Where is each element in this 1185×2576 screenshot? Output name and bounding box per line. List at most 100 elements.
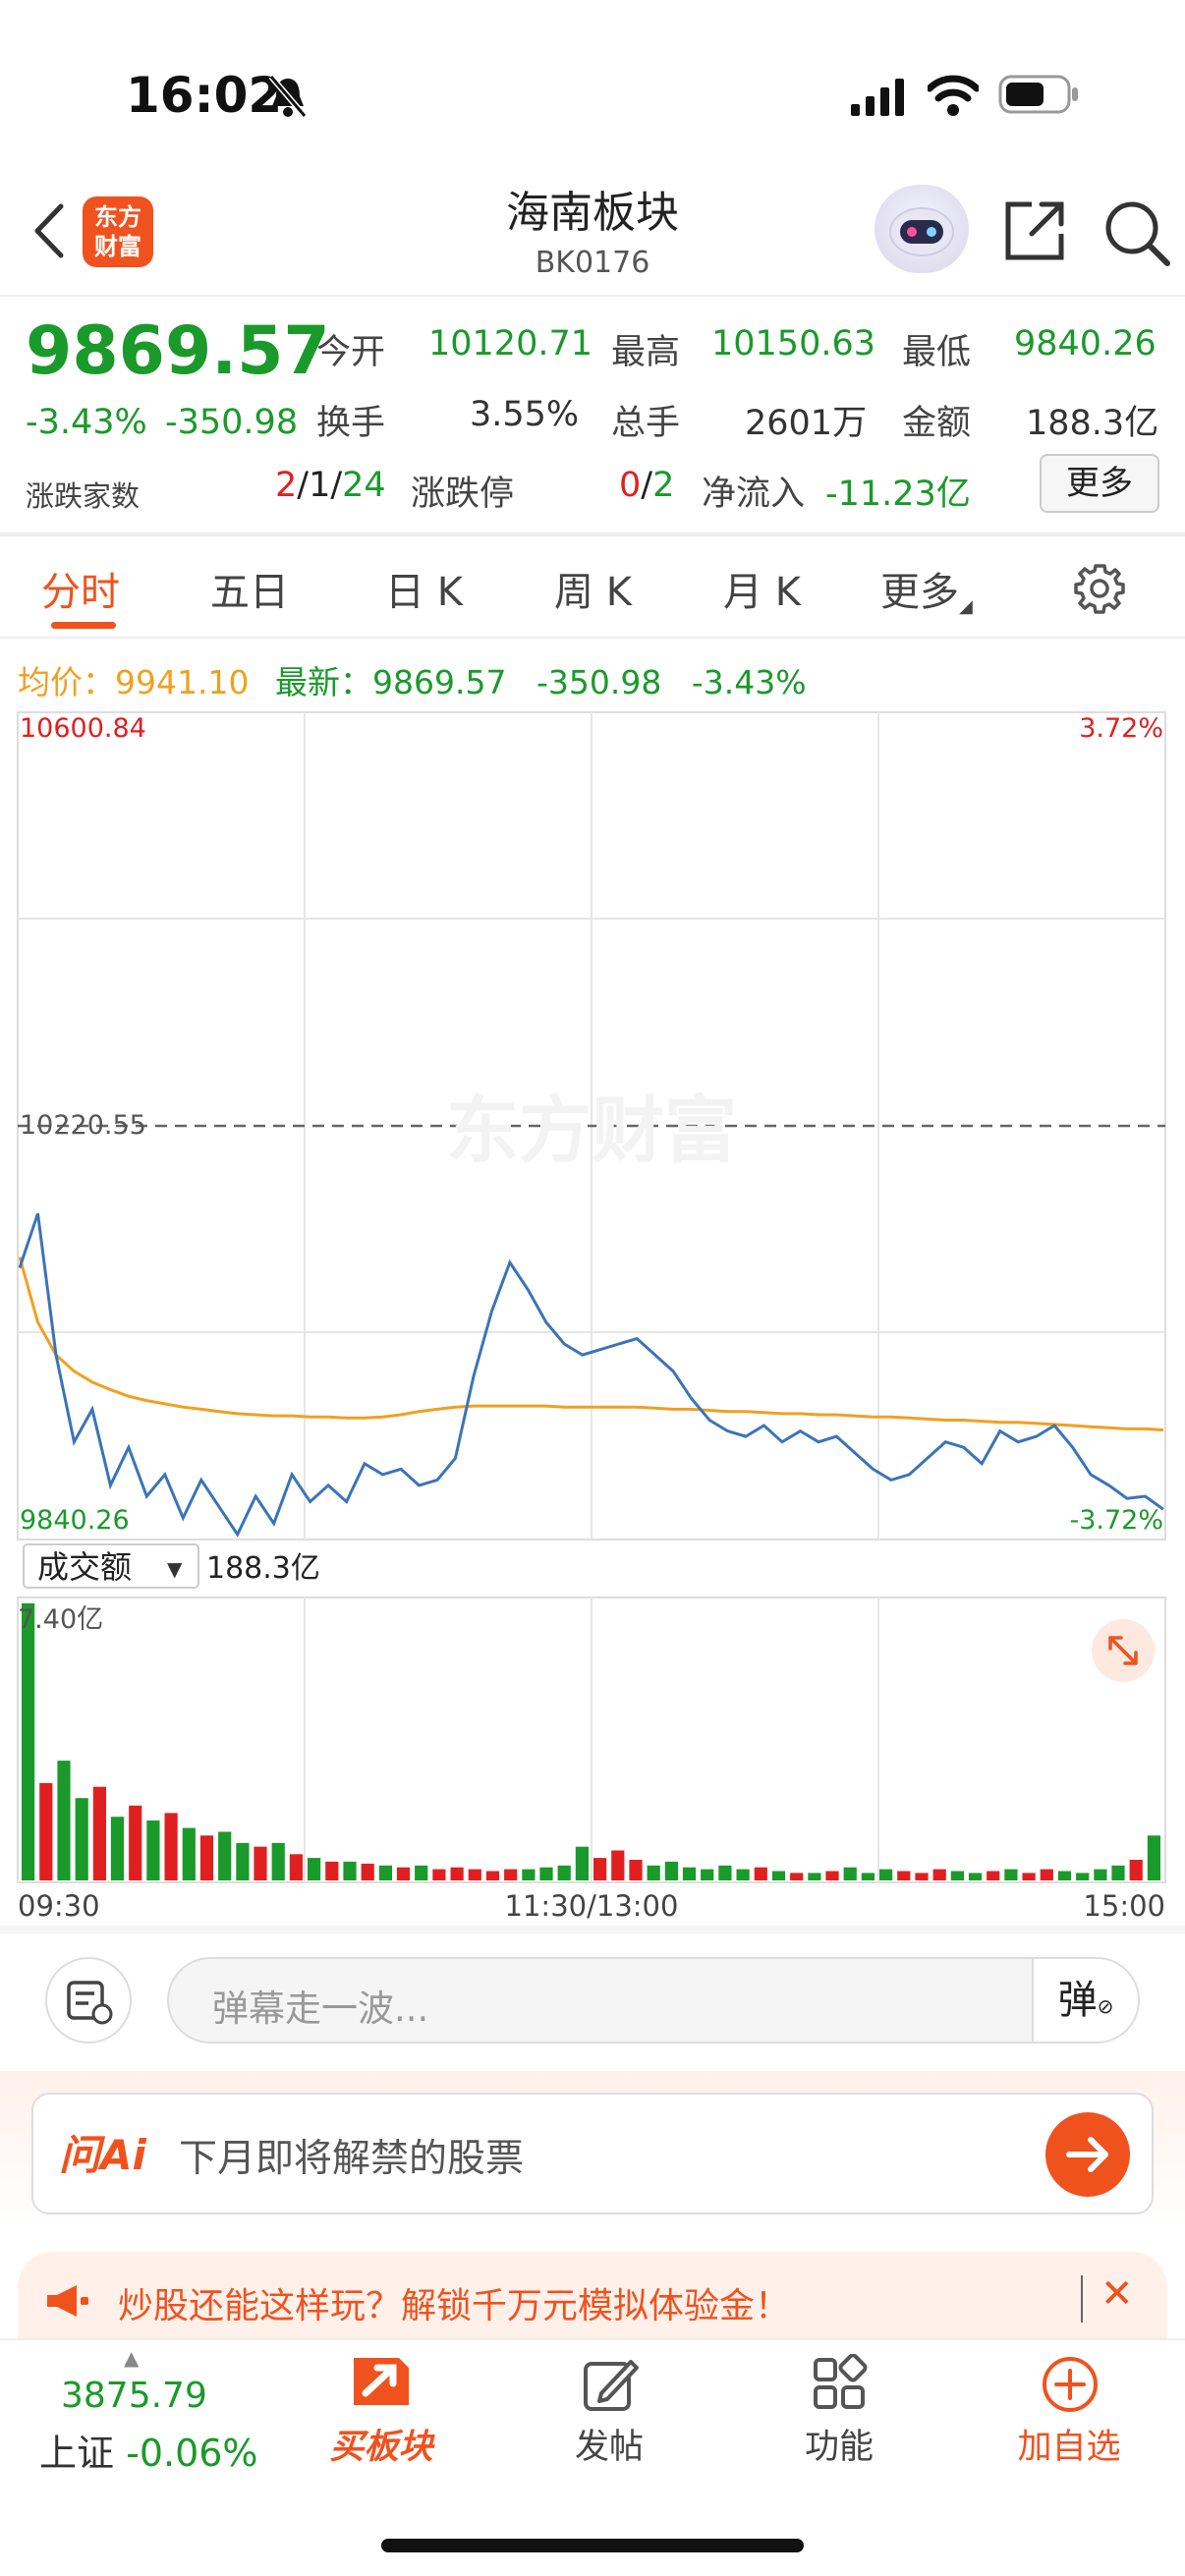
updown-counts: 2/1/24	[275, 466, 386, 505]
volume-bar	[1057, 1871, 1072, 1880]
volume-bar	[987, 1871, 1000, 1880]
avg-price-legend: 均价：9941.10	[18, 656, 249, 703]
index-value[interactable]: 3875.79	[61, 2376, 207, 2416]
pct-top-label: 3.72%	[1079, 713, 1163, 744]
tab-intraday[interactable]: 分时	[41, 570, 120, 615]
nav-post[interactable]: 发帖	[531, 2340, 688, 2478]
low-value: 9840.26	[1014, 324, 1157, 364]
edit-post-icon	[584, 2360, 639, 2411]
settings-gear-icon[interactable]	[1073, 562, 1126, 615]
tab-more[interactable]: 更多◢	[880, 560, 973, 617]
volume-bar	[575, 1846, 589, 1880]
volume-bar	[182, 1827, 196, 1880]
volume-bar	[325, 1861, 339, 1880]
x-label-open: 09:30	[18, 1889, 100, 1923]
danmu-settings-button[interactable]	[45, 1957, 132, 2044]
danmu-toggle-button[interactable]: 弹⊘	[1032, 1959, 1138, 2042]
index-quote[interactable]: 上证 -0.06%	[39, 2423, 258, 2477]
volume-bar	[1040, 1869, 1053, 1880]
ai-prompt: 下月即将解禁的股票	[179, 2137, 525, 2181]
danmu-placeholder: 弹幕走一波...	[212, 1988, 429, 2030]
ai-submit-button[interactable]	[1045, 2112, 1130, 2197]
volume-bar	[950, 1871, 964, 1880]
volume-bar	[75, 1798, 88, 1880]
change-percent: -3.43%	[26, 403, 147, 442]
limit-down-count: 2	[652, 466, 675, 505]
ai-search-bar[interactable]: 问Ai 下月即将解禁的股票	[31, 2093, 1154, 2214]
volume-bar	[879, 1869, 893, 1880]
volume-bar	[254, 1846, 267, 1880]
low-label: 最低	[902, 333, 972, 372]
ai-assistant-avatar[interactable]	[875, 185, 969, 273]
latest-price-value: 9869.57	[372, 663, 507, 701]
volume-bar	[932, 1869, 946, 1880]
change-amount: -350.98	[165, 403, 299, 442]
volume-bar	[271, 1842, 285, 1880]
volume-bar	[629, 1860, 643, 1880]
volume-bar	[701, 1869, 714, 1880]
tab-weekly-k[interactable]: 周 K	[554, 570, 632, 615]
nav-buy-sector-label: 买板块	[329, 2428, 433, 2467]
volume-selector[interactable]	[23, 1543, 199, 1589]
volume-bar	[557, 1865, 571, 1880]
promo-divider	[1081, 2275, 1083, 2323]
volume-bar	[539, 1867, 553, 1880]
volume-bar	[771, 1871, 786, 1880]
limit-up-count: 0	[619, 466, 642, 505]
volume-header: 成交额 ▼ 188.3亿	[23, 1543, 320, 1589]
volume-bar	[1094, 1869, 1107, 1880]
volume-max-label: 7.40亿	[18, 1604, 103, 1635]
volume-bar	[450, 1867, 464, 1880]
y-bottom-label: 9840.26	[20, 1505, 130, 1536]
y-mid-label: 10220.55	[20, 1110, 146, 1141]
tab-monthly-k[interactable]: 月 K	[723, 570, 801, 615]
app-logo[interactable]: 东方 财富	[83, 196, 153, 267]
search-icon[interactable]	[1100, 196, 1171, 267]
volume-bar	[378, 1865, 392, 1880]
promo-close-icon[interactable]: ✕	[1100, 2271, 1134, 2317]
nav-functions[interactable]: 功能	[761, 2340, 918, 2478]
triangle-down-icon: ◢	[959, 596, 973, 617]
nav-buy-sector[interactable]: 买板块	[303, 2340, 460, 2478]
volume-bar	[1129, 1860, 1143, 1880]
tab-daily-k[interactable]: 日 K	[385, 570, 463, 615]
volume-bar	[432, 1869, 446, 1880]
expand-chart-button[interactable]	[1092, 1619, 1155, 1682]
logo-text-top: 东方	[94, 203, 141, 231]
tab-five-day[interactable]: 五日	[210, 570, 289, 615]
megaphone-icon	[47, 2285, 88, 2317]
amount-label: 金额	[902, 404, 972, 443]
high-value: 10150.63	[711, 324, 876, 364]
volume-bar	[611, 1850, 625, 1880]
volume-bar	[682, 1867, 697, 1880]
arrow-right-icon	[1066, 2137, 1108, 2172]
amount-value: 188.3亿	[1026, 404, 1159, 443]
buy-sector-icon	[354, 2358, 409, 2405]
limit-counts: 0/2	[619, 466, 675, 505]
latest-price-label: 最新：	[275, 663, 372, 701]
volume-bar	[808, 1873, 821, 1880]
back-button[interactable]	[22, 196, 81, 265]
danmu-input[interactable]: 弹幕走一波... 弹⊘	[167, 1957, 1140, 2044]
x-label-close: 15:00	[1083, 1889, 1165, 1923]
volume-bar	[22, 1603, 35, 1880]
caret-up-icon: ▲	[124, 2346, 140, 2370]
pct-bottom-label: -3.72%	[1069, 1505, 1163, 1536]
home-indicator	[381, 2539, 804, 2552]
avg-price-label: 均价：	[18, 663, 115, 701]
volume-bar	[1147, 1835, 1160, 1880]
volume-bar	[790, 1873, 804, 1880]
bell-muted-icon	[268, 75, 308, 118]
share-icon[interactable]	[1002, 196, 1069, 263]
volume-bar	[968, 1873, 983, 1880]
plus-circle-icon	[1043, 2357, 1098, 2412]
intraday-chart[interactable]: 东方财富 10600.84 10220.55 9840.26 3.72% -3.…	[0, 707, 1185, 1926]
more-button[interactable]: 更多	[1040, 454, 1159, 513]
volume-bar	[199, 1835, 214, 1880]
danmu-off-icon: ⊘	[1097, 1994, 1114, 2018]
promo-banner[interactable]: 炒股还能这样玩？解锁千万元模拟体验金！ ✕	[18, 2252, 1167, 2346]
volume-bar	[1111, 1865, 1125, 1880]
status-time: 16:02	[126, 67, 283, 124]
volume-bar	[57, 1761, 71, 1880]
nav-add-watchlist[interactable]: 加自选	[990, 2340, 1148, 2478]
